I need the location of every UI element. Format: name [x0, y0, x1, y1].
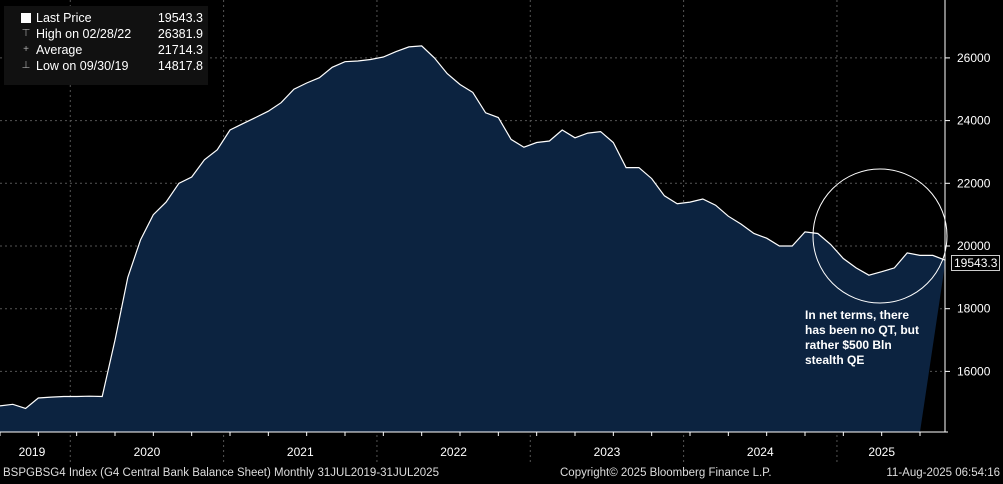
y-tick-label: 22000 — [957, 176, 991, 190]
legend-low: ⊥ Low on 09/30/19 14817.8 — [4, 58, 208, 74]
y-tick-label: 20000 — [957, 239, 991, 253]
y-tick-label: 26000 — [957, 51, 991, 65]
square-icon — [21, 13, 31, 23]
x-tick-label: 2019 — [19, 445, 46, 459]
legend-last-price: Last Price 19543.3 — [4, 10, 208, 26]
legend: Last Price 19543.3 ⊤ High on 02/28/22 26381… — [4, 6, 208, 85]
legend-value: 26381.9 — [157, 27, 203, 41]
x-tick-label: 2024 — [747, 445, 774, 459]
y-tick-label: 16000 — [957, 364, 991, 378]
legend-high: ⊤ High on 02/28/22 26381.9 — [4, 26, 208, 42]
annotation-line: rather $500 Bln — [805, 338, 892, 352]
footer-index-info: BSPGBSG4 Index (G4 Central Bank Balance … — [3, 467, 439, 479]
annotation-line: has been no QT, but — [805, 323, 920, 337]
highlight-circle — [812, 168, 948, 304]
annotation-text: In net terms, there has been no QT, but … — [805, 308, 945, 368]
legend-label: Last Price — [36, 11, 92, 25]
high-marker-icon: ⊤ — [21, 29, 31, 39]
y-tick-label: 18000 — [957, 302, 991, 316]
legend-value: 14817.8 — [157, 59, 203, 73]
x-tick-label: 2020 — [134, 445, 161, 459]
legend-value: 19543.3 — [157, 11, 203, 25]
legend-label: Low on 09/30/19 — [36, 59, 129, 73]
last-price-tag: 19543.3 — [951, 255, 1001, 271]
low-marker-icon: ⊥ — [21, 61, 31, 71]
annotation-line: In net terms, there — [805, 308, 910, 322]
y-tick-label: 24000 — [957, 114, 991, 128]
footer-copyright: Copyright© 2025 Bloomberg Finance L.P. — [560, 467, 772, 479]
legend-average: + Average 21714.3 — [4, 42, 208, 58]
average-marker-icon: + — [23, 45, 29, 55]
annotation-line: stealth QE — [805, 353, 865, 367]
x-tick-label: 2025 — [868, 445, 895, 459]
legend-label: Average — [36, 43, 83, 57]
legend-label: High on 02/28/22 — [36, 27, 132, 41]
x-tick-label: 2021 — [287, 445, 314, 459]
x-tick-label: 2023 — [594, 445, 621, 459]
area-fill — [0, 45, 946, 433]
x-tick-label: 2022 — [440, 445, 467, 459]
footer-timestamp: 11-Aug-2025 06:54:16 — [886, 467, 1000, 479]
legend-value: 21714.3 — [157, 43, 203, 57]
